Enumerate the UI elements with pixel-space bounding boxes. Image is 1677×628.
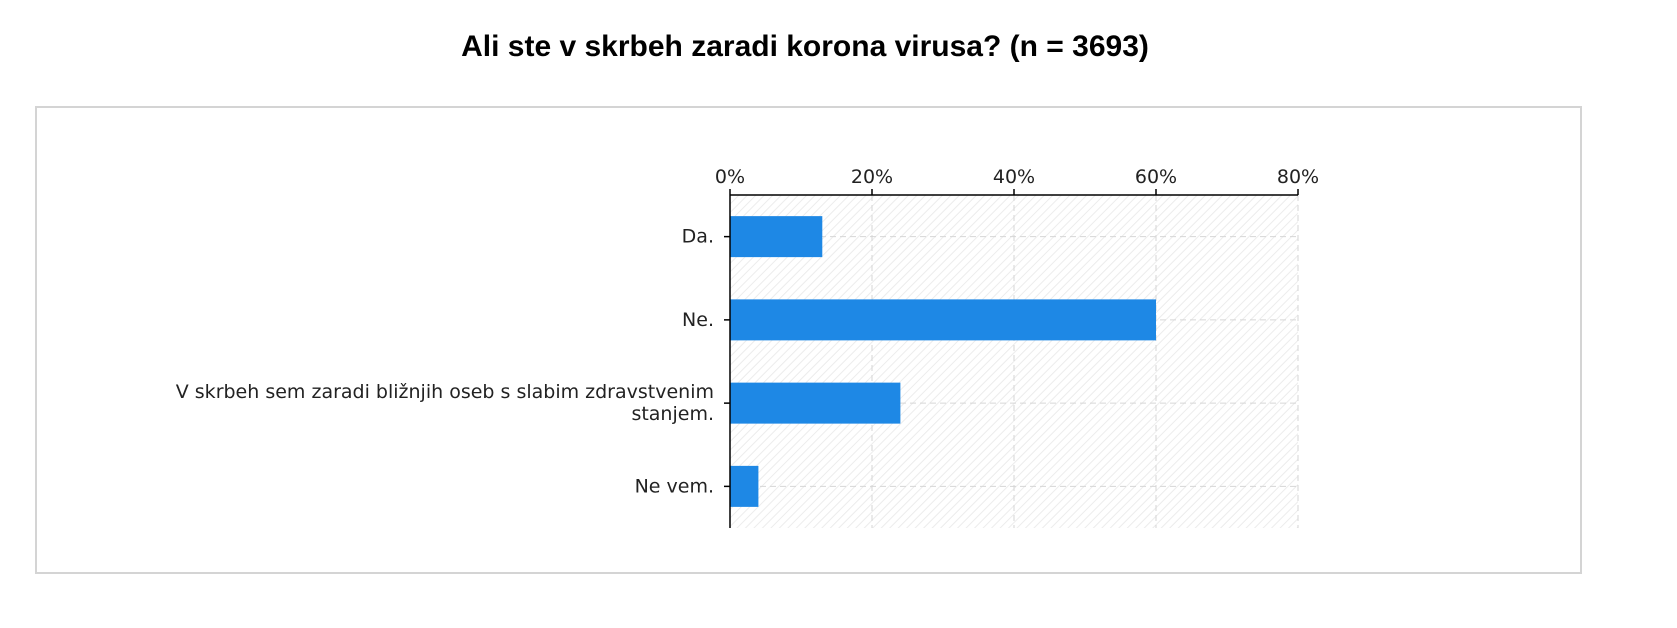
category-label: Da. — [682, 226, 714, 248]
x-tick-label: 80% — [1277, 166, 1319, 188]
bar — [730, 216, 823, 258]
category-labels: Da. Ne. V skrbeh sem zaradi bližnjih oseb … — [176, 226, 714, 498]
bar — [730, 382, 901, 424]
x-tick-label: 40% — [993, 166, 1035, 188]
chart-title: Ali ste v skrbeh zaradi korona virusa? (… — [461, 30, 1149, 63]
axes — [724, 189, 1299, 528]
bar — [730, 299, 1156, 341]
x-tick-label: 60% — [1135, 166, 1177, 188]
category-label: Ne. — [682, 309, 714, 331]
tick-labels: 0% 20% 40% 60% 80% — [715, 166, 1319, 188]
category-label: Ne vem. — [635, 475, 714, 497]
bar — [730, 465, 759, 507]
x-tick-label: 0% — [715, 166, 745, 188]
bars — [730, 216, 1156, 507]
category-label: V skrbeh sem zaradi bližnjih oseb s slab… — [176, 381, 714, 403]
x-tick-label: 20% — [851, 166, 893, 188]
category-label: stanjem. — [631, 403, 714, 425]
